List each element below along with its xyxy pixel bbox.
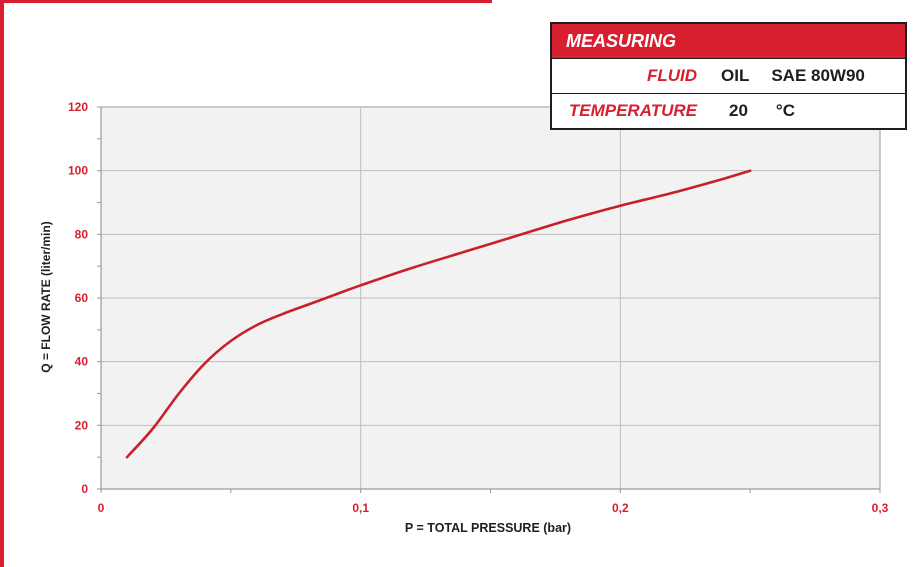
x-tick-label: 0,2 [612,501,629,515]
y-tick-label: 0 [81,482,88,496]
y-tick-label: 60 [75,291,89,305]
x-tick-label: 0,3 [872,501,889,515]
fluid-value-grade: SAE 80W90 [771,66,865,85]
temperature-label: TEMPERATURE [568,101,697,120]
tick-layer: 0 0,1 0,2 0,3 0 20 40 60 80 100 120 [68,100,889,515]
y-tick-label: 100 [68,164,88,178]
temperature-value: 20 [729,101,748,120]
y-tick-label: 120 [68,100,88,114]
y-axis-title: Q = FLOW RATE (liter/min) [39,221,53,372]
series-layer [125,169,752,459]
y-tick-label: 40 [75,355,89,369]
grid-layer [97,106,881,493]
x-axis-title: P = TOTAL PRESSURE (bar) [405,521,571,535]
legend-title: MEASURING [552,24,905,58]
temperature-unit: °C [775,101,795,120]
x-tick-label: 0,1 [352,501,369,515]
legend-row-fluid: FLUID OIL SAE 80W90 [552,58,905,93]
x-tick-label: 0 [98,501,105,515]
flow-rate-series-line [125,169,752,459]
y-tick-label: 20 [75,418,89,432]
y-tick-label: 80 [75,227,89,241]
fluid-value-oil: OIL [721,66,750,85]
frame-notch [492,0,916,3]
legend-row-temperature: TEMPERATURE 20 °C [552,93,905,128]
measuring-legend: MEASURING FLUID OIL SAE 80W90 TEMPERATUR… [550,22,907,130]
fluid-label: FLUID [646,66,697,85]
